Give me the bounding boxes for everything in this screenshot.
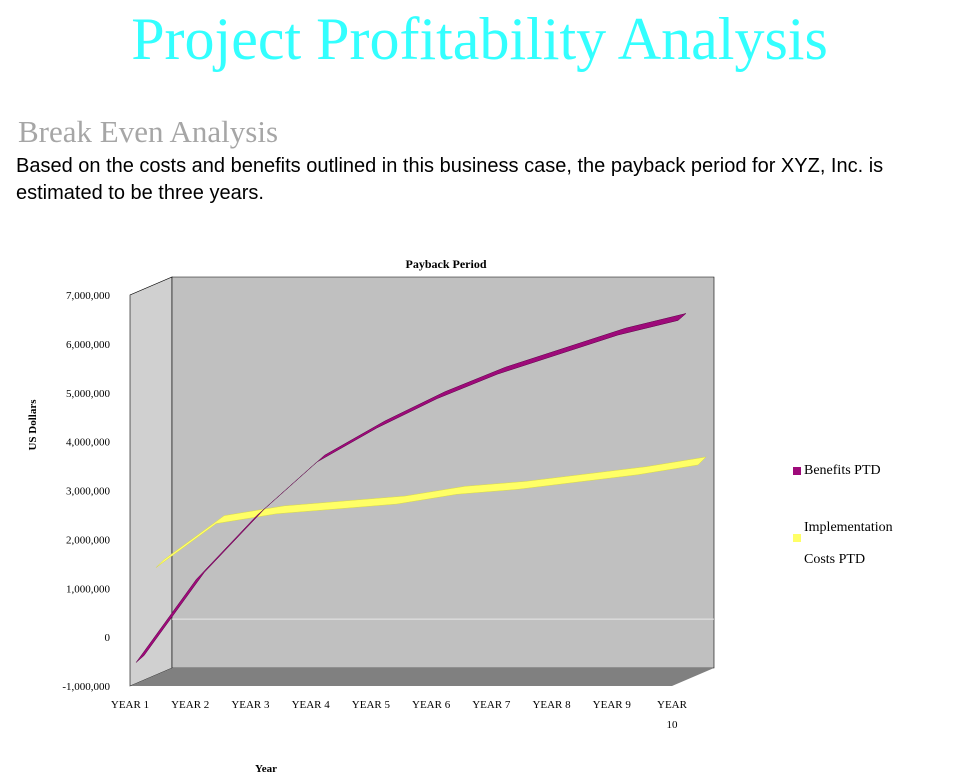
legend-swatch <box>793 534 801 542</box>
x-tick-label: YEAR 3 <box>231 699 270 711</box>
y-tick-label: 0 <box>105 632 111 644</box>
x-tick-label: YEAR <box>657 699 688 711</box>
x-tick-label: YEAR 5 <box>352 699 391 711</box>
legend-swatch <box>793 467 801 475</box>
series-benefits-ribbon <box>135 313 687 663</box>
x-tick-label: YEAR 8 <box>532 699 571 711</box>
x-tick-label: YEAR 4 <box>292 699 331 711</box>
legend-label: Benefits PTD <box>804 463 881 478</box>
floor <box>130 668 714 686</box>
y-tick-label: 6,000,000 <box>66 339 111 351</box>
series-implementation-costs-ribbon <box>155 456 707 568</box>
legend-label: Costs PTD <box>804 552 866 567</box>
x-tick-label: YEAR 2 <box>171 699 209 711</box>
page-title: Project Profitability Analysis <box>131 6 828 72</box>
legend-label: Implementation <box>804 520 893 535</box>
x-axis-title: Year <box>255 763 277 775</box>
y-tick-label: 1,000,000 <box>66 583 111 595</box>
x-tick-label: YEAR 9 <box>593 699 632 711</box>
chart-title: Payback Period <box>406 257 487 271</box>
x-tick-label: 10 <box>667 719 679 731</box>
y-tick-label: 5,000,000 <box>66 388 111 400</box>
x-tick-label: YEAR 1 <box>111 699 149 711</box>
section-subtitle: Break Even Analysis <box>18 114 279 149</box>
y-tick-label: 4,000,000 <box>66 437 111 449</box>
y-tick-label: -1,000,000 <box>62 681 110 693</box>
y-tick-label: 3,000,000 <box>66 486 111 498</box>
x-tick-label: YEAR 7 <box>472 699 511 711</box>
y-axis-title: US Dollars <box>27 399 39 451</box>
payback-description: Based on the costs and benefits outlined… <box>16 155 884 204</box>
y-tick-label: 2,000,000 <box>66 534 111 546</box>
y-tick-label: 7,000,000 <box>66 290 111 302</box>
x-tick-label: YEAR 6 <box>412 699 451 711</box>
